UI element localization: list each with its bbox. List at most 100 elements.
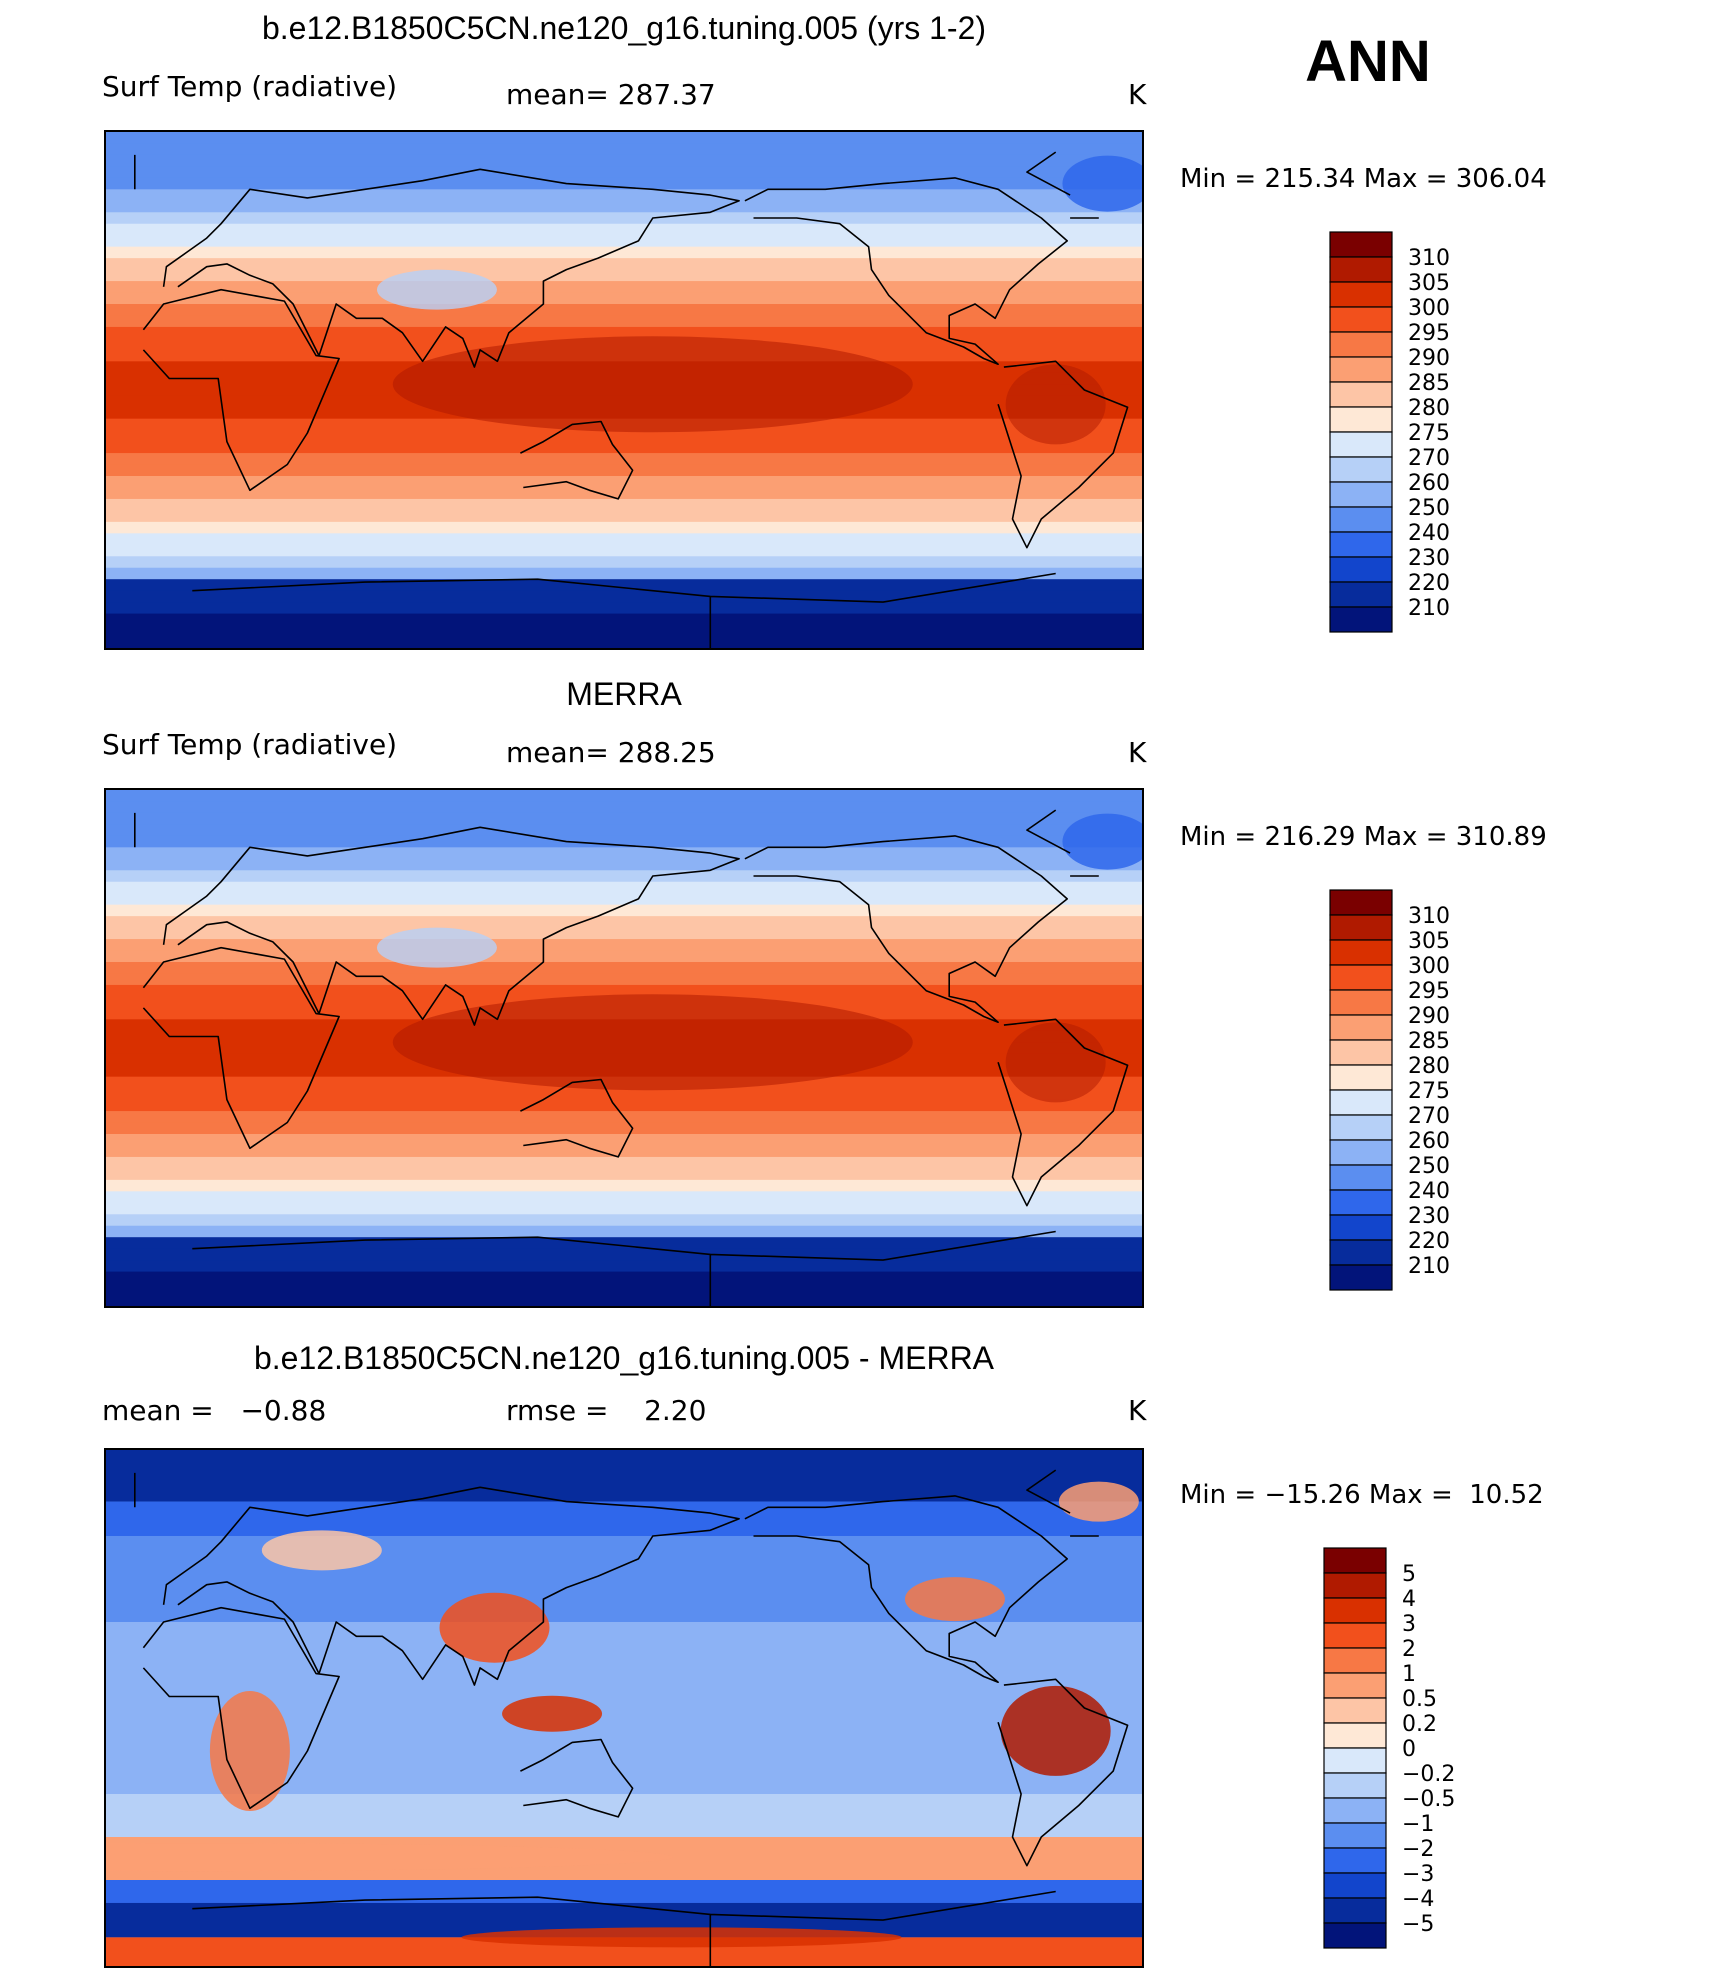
- colorbar-tick-label: 295: [1408, 321, 1450, 346]
- greenland-cold-region: [1062, 813, 1142, 870]
- colorbar-swatch: [1329, 939, 1393, 966]
- panel-3-map: [104, 1448, 1144, 1968]
- temperature-band: [106, 613, 1142, 626]
- temperature-band: [106, 870, 1142, 883]
- temperature-band: [106, 1099, 1142, 1112]
- temperature-band: [106, 625, 1142, 638]
- coastline: [162, 168, 740, 368]
- temperature-band: [106, 602, 1142, 615]
- colorbar-swatch: [1329, 431, 1393, 458]
- colorbar-swatch: [1323, 1872, 1387, 1899]
- colorbar-swatch: [1329, 331, 1393, 358]
- temperature-band: [106, 189, 1142, 202]
- temperature-band: [106, 1260, 1142, 1273]
- colorbar-swatch: [1329, 1114, 1393, 1141]
- temperature-band: [106, 790, 1142, 803]
- coastline: [744, 835, 1068, 1023]
- colorbar-swatch: [1329, 256, 1393, 283]
- temperature-band: [106, 1225, 1142, 1238]
- colorbar-tick-label: 275: [1408, 1079, 1450, 1104]
- warm-anomaly: [106, 1843, 673, 1872]
- coastline: [997, 1678, 1129, 1867]
- panel-2-colorbar-svg: 3103053002952902852802752702602502402302…: [1329, 889, 1450, 1291]
- colorbar-tick-label: −4: [1402, 1887, 1434, 1912]
- colorbar-swatch: [1329, 306, 1393, 333]
- colorbar-tick-label: 280: [1408, 1054, 1450, 1079]
- warm-anomaly: [1058, 1481, 1139, 1522]
- temperature-band: [106, 1088, 1142, 1101]
- colorbar-swatch: [1329, 964, 1393, 991]
- coastline: [744, 177, 1068, 365]
- colorbar-tick-label: 250: [1408, 1154, 1450, 1179]
- temperature-band: [106, 1214, 1142, 1227]
- temperature-band: [106, 1294, 1142, 1306]
- colorbar-tick-label: 220: [1408, 571, 1450, 596]
- warm-anomaly: [502, 1695, 603, 1732]
- colorbar-tick-label: 300: [1408, 296, 1450, 321]
- temperature-band: [106, 1179, 1142, 1192]
- colorbar-tick-label: 260: [1408, 1129, 1450, 1154]
- difference-band: [106, 1880, 1142, 1903]
- colorbar-swatch: [1329, 356, 1393, 383]
- warm-pool: [392, 336, 913, 433]
- colorbar-tick-label: 260: [1408, 471, 1450, 496]
- colorbar-swatch: [1329, 231, 1393, 258]
- colorbar-tick-label: 290: [1408, 1004, 1450, 1029]
- colorbar-tick-label: 210: [1408, 1254, 1450, 1279]
- colorbar-tick-label: 1: [1402, 1662, 1416, 1687]
- temperature-band: [106, 824, 1142, 837]
- colorbar-swatch: [1323, 1897, 1387, 1924]
- temperature-band: [106, 533, 1142, 546]
- colorbar-swatch: [1329, 1039, 1393, 1066]
- temperature-band: [106, 1191, 1142, 1204]
- coastline: [142, 946, 340, 1150]
- colorbar-swatch: [1323, 1772, 1387, 1799]
- colorbar-swatch: [1323, 1572, 1387, 1599]
- temperature-band: [106, 315, 1142, 328]
- temperature-band: [106, 304, 1142, 317]
- colorbar-swatch: [1329, 1014, 1393, 1041]
- temperature-band: [106, 1122, 1142, 1135]
- panel-2-mean-label: mean= 288.25: [506, 736, 716, 769]
- warm-anomaly: [261, 1530, 382, 1571]
- temperature-band: [106, 143, 1142, 156]
- coastline: [192, 1890, 1056, 1966]
- colorbar-swatch: [1329, 1189, 1393, 1216]
- panel-3-rmse-label: rmse = 2.20: [506, 1394, 707, 1427]
- coastline: [520, 1738, 634, 1818]
- colorbar-tick-label: −5: [1402, 1912, 1434, 1937]
- colorbar-tick-label: −0.2: [1402, 1762, 1455, 1787]
- colorbar-tick-label: 4: [1402, 1587, 1416, 1612]
- difference-band: [106, 1501, 1142, 1536]
- temperature-band: [106, 498, 1142, 511]
- colorbar-swatch: [1329, 1089, 1393, 1116]
- temperature-band: [106, 132, 1142, 145]
- temperature-band: [106, 636, 1142, 648]
- coastline: [134, 809, 1099, 877]
- temperature-band: [106, 893, 1142, 906]
- panel-1-title: b.e12.B1850C5CN.ne120_g16.tuning.005 (yr…: [261, 10, 987, 46]
- colorbar-tick-label: 300: [1408, 954, 1450, 979]
- temperature-band: [106, 812, 1142, 825]
- temperature-band: [106, 1248, 1142, 1261]
- colorbar-tick-label: 275: [1408, 421, 1450, 446]
- colorbar-swatch: [1329, 989, 1393, 1016]
- temperature-band: [106, 246, 1142, 259]
- temperature-band: [106, 212, 1142, 225]
- temperature-band: [106, 939, 1142, 952]
- panel-1-variable-label: Surf Temp (radiative): [102, 70, 398, 103]
- coastline: [192, 572, 1056, 648]
- panel-3-title: b.e12.B1850C5CN.ne120_g16.tuning.005 - M…: [253, 1340, 995, 1376]
- temperature-band: [106, 235, 1142, 248]
- colorbar-swatch: [1323, 1722, 1387, 1749]
- warm-anomaly: [461, 1927, 902, 1948]
- colorbar-tick-label: 285: [1408, 1029, 1450, 1054]
- temperature-band: [106, 200, 1142, 213]
- temperature-band: [106, 1168, 1142, 1181]
- amazon-warm-region: [1005, 1022, 1106, 1103]
- temperature-band: [106, 223, 1142, 236]
- temperature-band: [106, 510, 1142, 523]
- temperature-band: [106, 1145, 1142, 1158]
- colorbar-swatch: [1329, 1239, 1393, 1266]
- coastline: [997, 1018, 1129, 1207]
